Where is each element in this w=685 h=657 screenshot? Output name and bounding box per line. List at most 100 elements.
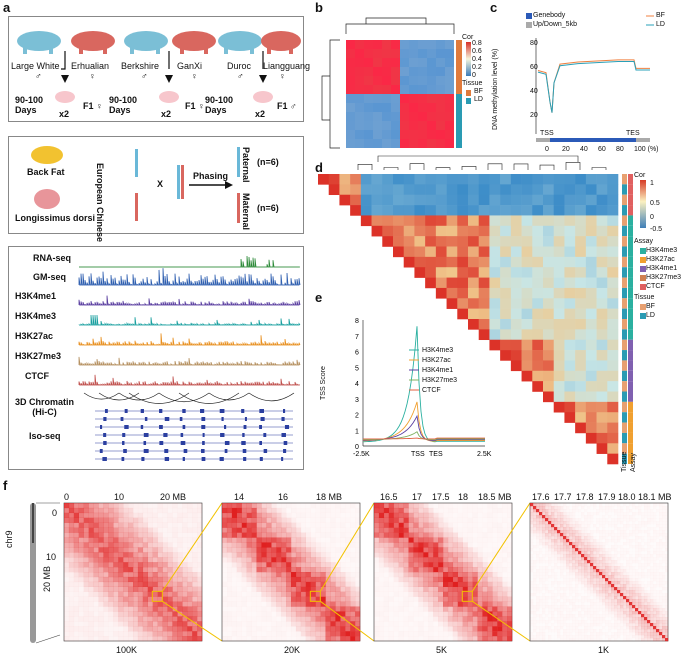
d-heat-cell — [607, 236, 619, 247]
f-hic-pixel — [542, 542, 546, 546]
f-hic-pixel — [545, 602, 548, 605]
f-hic-pixel — [638, 584, 642, 588]
f-hic-pixel — [310, 626, 316, 632]
f-hic-pixel — [187, 596, 193, 602]
isoseq-exon — [124, 425, 129, 429]
f-hic-pixel — [162, 557, 168, 563]
f-hic-pixel — [569, 605, 572, 608]
f-hic-pixel — [447, 547, 454, 553]
f-hic-pixel — [128, 616, 134, 622]
f-hic-pixel — [487, 616, 493, 622]
f-hic-pixel — [423, 591, 429, 597]
f-hic-pixel — [137, 537, 144, 543]
f-hic-pixel — [137, 581, 144, 587]
f-hic-pixel — [641, 599, 645, 603]
b-heat-cell — [427, 139, 436, 148]
f-hic-pixel — [477, 606, 483, 612]
f-hic-pixel — [182, 567, 188, 573]
f-hic-pixel — [611, 533, 614, 536]
f-hic-pixel — [602, 584, 606, 588]
f-hic-pixel — [665, 542, 668, 545]
f-hic-pixel — [620, 515, 623, 518]
f-hic-pixel — [374, 522, 380, 528]
f-hic-pixel — [325, 621, 331, 627]
f-hic-pixel — [569, 578, 573, 582]
d-assay-swatch — [640, 266, 646, 272]
f-hic-pixel — [330, 586, 336, 592]
f-hic-pixel — [656, 596, 659, 599]
f-hic-pixel — [355, 552, 361, 558]
f-hic-pixel — [98, 507, 104, 514]
f-hic-pixel — [315, 557, 321, 563]
f-hic-pixel — [542, 575, 545, 578]
f-hic-pixel — [659, 506, 662, 509]
f-hic-pixel — [611, 605, 615, 609]
d-heat-cell — [328, 174, 340, 185]
f-hic-pixel — [587, 533, 591, 537]
d-heat-cell — [489, 246, 501, 258]
f-hic-pixel — [554, 560, 557, 563]
e-xtick: 2.5K — [477, 451, 492, 458]
f-hic-pixel — [563, 563, 567, 567]
d-heat-cell — [393, 225, 405, 237]
f-hic-pixel — [452, 576, 458, 583]
b-heat-cell — [391, 112, 400, 121]
f-hic-pixel — [608, 542, 611, 545]
f-hic-pixel — [399, 621, 404, 626]
f-hic-pixel — [98, 527, 104, 533]
f-hic-pixel — [73, 631, 79, 637]
b-heat-cell — [427, 67, 436, 76]
f-hic-pixel — [152, 616, 158, 622]
d-heat-cell — [435, 246, 447, 258]
f-hic-pixel — [276, 547, 282, 553]
d-heat-cell — [532, 236, 544, 247]
f-hic-pixel — [374, 611, 380, 617]
f-hic-pixel — [629, 596, 633, 600]
f-hic-pixel — [378, 532, 385, 538]
f-hic-pixel — [530, 572, 533, 575]
b-heat-cell — [382, 112, 391, 121]
f-hic-pixel — [438, 527, 444, 533]
f-hic-pixel — [572, 584, 575, 587]
d-heat-cell — [468, 277, 480, 289]
f-hic-pixel — [187, 532, 193, 538]
f-hic-pixel — [569, 599, 573, 603]
f-hic-pixel — [647, 554, 650, 557]
f-hic-pixel — [605, 515, 608, 518]
d-heat-cell — [414, 225, 426, 237]
f-hic-pixel — [452, 522, 458, 528]
f-hic-pixel — [320, 606, 326, 612]
d-heat-cell — [596, 422, 608, 434]
f-hic-pixel — [569, 512, 573, 516]
f-hic-pixel — [614, 593, 618, 597]
f-hic-pixel — [113, 522, 119, 528]
f-hic-pixel — [644, 545, 647, 548]
f-hic-pixel — [530, 590, 533, 593]
f-hic-pixel — [551, 527, 555, 531]
f-hic-pixel — [118, 507, 124, 514]
f-hic-pixel — [617, 554, 620, 557]
f-hic-pixel — [590, 545, 594, 549]
f-hic-pixel — [611, 542, 614, 545]
f-hic-pixel — [551, 533, 555, 537]
f-hic-pixel — [251, 517, 257, 523]
f-hic-pixel — [623, 608, 627, 612]
f-hic-pixel — [142, 552, 148, 558]
isoseq-exon — [143, 449, 149, 453]
f-hic-pixel — [560, 560, 564, 564]
f-hic-pixel — [608, 587, 612, 591]
f-hic-pixel — [632, 590, 636, 594]
f-hic-pixel — [530, 587, 533, 590]
f-hic-pixel — [305, 512, 311, 518]
f-hic-pixel — [142, 522, 148, 528]
f-hic-pixel — [423, 621, 428, 626]
f-hic-pixel — [325, 596, 331, 602]
f-hic-pixel — [457, 532, 463, 538]
f-hic-pixel — [638, 593, 642, 597]
f-hic-pixel — [383, 537, 389, 543]
c-ytick-20: 20 — [530, 112, 538, 119]
f-hic-pixel — [593, 614, 596, 617]
f-hic-pixel — [320, 586, 326, 592]
f-hic-pixel — [665, 614, 669, 618]
d-heat-cell — [468, 225, 480, 237]
